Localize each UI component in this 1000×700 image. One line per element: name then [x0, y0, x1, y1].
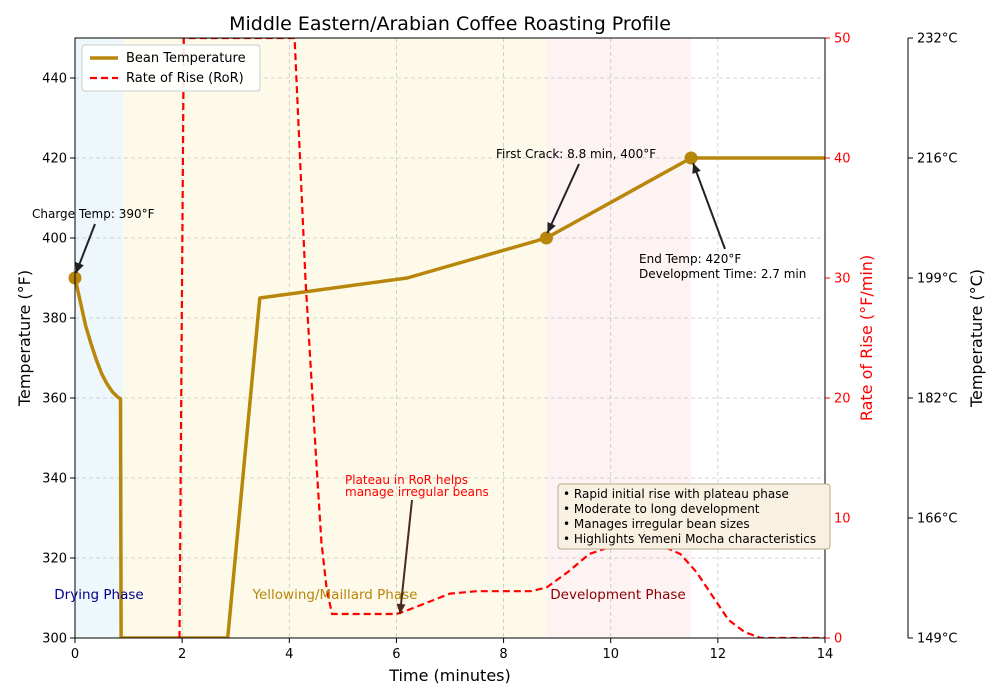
y3-tick-label-0: 149°C [917, 632, 957, 647]
legend-label-bean: Bean Temperature [126, 51, 246, 66]
notes-box: • Rapid initial rise with plateau phase … [557, 483, 831, 550]
legend: Bean Temperature Rate of Rise (RoR) [81, 44, 261, 92]
y-tick-label-2: 340 [42, 472, 67, 487]
x-tick-label-1: 2 [178, 647, 186, 662]
note-line-3: • Manages irregular bean sizes [563, 517, 750, 531]
note-line-4: • Highlights Yemeni Mocha characteristic… [563, 532, 816, 546]
y2-tick-label-4: 40 [834, 152, 851, 167]
y2-tick-label-0: 0 [834, 632, 842, 647]
y-tick-label-6: 420 [42, 152, 67, 167]
y-tick-label-4: 380 [42, 312, 67, 327]
y3-tick-label-5: 232°C [917, 32, 957, 47]
y3-tick-label-4: 216°C [917, 152, 957, 167]
annotation-ror-plateau-line2: manage irregular beans [345, 485, 489, 499]
arrow-end-temp-head [692, 163, 701, 174]
legend-label-ror: Rate of Rise (RoR) [126, 71, 244, 86]
y2-tick-label-3: 30 [834, 272, 851, 287]
y2-tick-label-2: 20 [834, 392, 851, 407]
annotation-end-temp-line2: Development Time: 2.7 min [639, 267, 806, 281]
y-axis-title: Temperature (°F) [15, 270, 34, 407]
annotation-charge-temp: Charge Temp: 390°F [32, 207, 155, 221]
annotation-ror-plateau: Plateau in RoR helps manage irregular be… [345, 473, 489, 499]
y-tick-label-5: 400 [42, 232, 67, 247]
y-tick-label-0: 300 [42, 632, 67, 647]
y-axis-ticks: 300 320 340 360 380 400 420 440 [42, 72, 75, 647]
annotation-arrows [75, 162, 726, 615]
phase-bands [75, 38, 692, 638]
x-tick-label-2: 4 [285, 647, 293, 662]
x-tick-label-6: 12 [710, 647, 727, 662]
phase-band-1 [123, 38, 547, 638]
y2-tick-label-5: 50 [834, 32, 851, 47]
y2-axis-ticks: 0 10 20 30 40 50 [825, 32, 851, 647]
arrow-charge-head [75, 262, 84, 273]
bean-temperature-line [75, 156, 825, 638]
phase-label-maillard: Yellowing/Maillard Phase [252, 587, 418, 603]
y3-axis-title: Temperature (°C) [967, 269, 986, 408]
phase-band-0 [75, 38, 124, 638]
svg-text:• Rapid initial rise with plat: • Rapid initial rise with plateau phase … [563, 487, 816, 546]
annotation-end-temp-line1: End Temp: 420°F [639, 252, 741, 266]
phase-label-drying: Drying Phase [54, 587, 143, 603]
note-line-2: • Moderate to long development [563, 502, 760, 516]
x-axis-title: Time (minutes) [388, 666, 511, 685]
marker-point-1 [539, 231, 553, 245]
y3-tick-label-2: 182°C [917, 392, 957, 407]
note-line-1: • Rapid initial rise with plateau phase [563, 487, 789, 501]
y-tick-label-7: 440 [42, 72, 67, 87]
annotation-first-crack: First Crack: 8.8 min, 400°F [496, 147, 656, 161]
chart-title: Middle Eastern/Arabian Coffee Roasting P… [229, 13, 671, 35]
arrow-first-crack-head [547, 222, 556, 233]
plot-frame [74, 37, 826, 639]
y3-axis-ticks: 149°C 166°C 182°C 199°C 216°C 232°C [908, 32, 957, 647]
arrow-end-temp-shaft [692, 162, 726, 250]
x-tick-label-3: 6 [392, 647, 400, 662]
y-tick-label-1: 320 [42, 552, 67, 567]
annotation-end-temp: End Temp: 420°F Development Time: 2.7 mi… [639, 252, 806, 281]
y2-tick-label-1: 10 [834, 512, 851, 527]
y3-tick-label-3: 199°C [917, 272, 957, 287]
y2-axis-title: Rate of Rise (°F/min) [857, 255, 876, 421]
marker-point-2 [684, 151, 698, 165]
x-tick-label-5: 10 [602, 647, 619, 662]
arrow-ror-plateau-shaft [399, 499, 413, 615]
series-layer [75, 38, 825, 638]
x-tick-label-0: 0 [71, 647, 79, 662]
annotation-ror-plateau-line1: Plateau in RoR helps [345, 473, 468, 487]
x-tick-label-7: 14 [817, 647, 834, 662]
arrow-first-crack-shaft [546, 163, 580, 234]
arrow-ror-plateau-head [396, 603, 406, 614]
phase-label-development: Development Phase [550, 587, 685, 603]
x-tick-label-4: 8 [499, 647, 507, 662]
y-tick-label-3: 360 [42, 392, 67, 407]
y3-tick-label-1: 166°C [917, 512, 957, 527]
ror-line [178, 38, 825, 638]
x-axis-ticks: 0 2 4 6 8 10 12 14 [71, 638, 833, 662]
